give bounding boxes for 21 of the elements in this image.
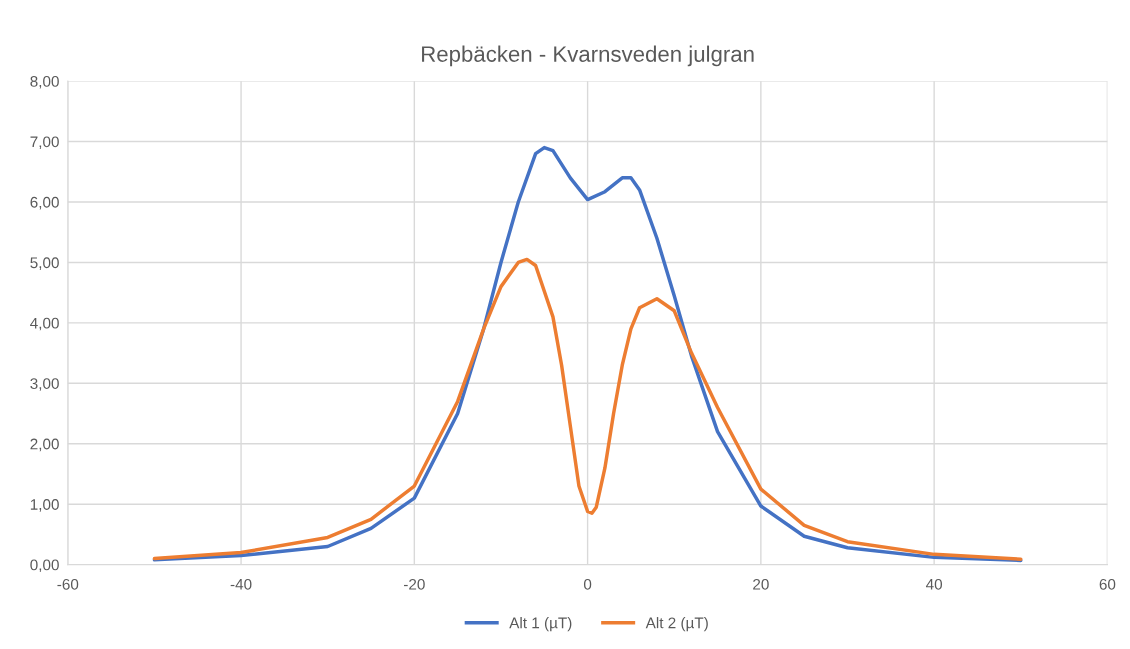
y-tick-label: 6,00 bbox=[30, 196, 59, 210]
x-tick-label: 60 bbox=[1099, 578, 1116, 590]
chart-title: Repbäcken - Kvarnsveden julgran bbox=[422, 45, 754, 67]
y-tick-label: 5,00 bbox=[30, 257, 59, 270]
y-tick-label: 4,00 bbox=[30, 317, 59, 331]
x-tick-label: -20 bbox=[403, 578, 425, 590]
line-series bbox=[152, 145, 1023, 563]
x-tick-label: 40 bbox=[925, 578, 943, 590]
legend-label: Alt 2 (µT) bbox=[645, 617, 708, 632]
x-tick-label: 0 bbox=[583, 578, 592, 590]
y-tick-label: 7,00 bbox=[30, 136, 59, 150]
x-tick-label: -60 bbox=[57, 578, 79, 590]
line-series bbox=[152, 257, 1023, 561]
y-tick-label: 0,00 bbox=[30, 559, 59, 573]
x-tick-label: -40 bbox=[230, 578, 252, 590]
y-tick-label: 3,00 bbox=[30, 378, 59, 391]
legend-label: Alt 1 (µT) bbox=[509, 617, 572, 632]
y-tick-label: 1,00 bbox=[30, 499, 59, 512]
y-tick-label: 8,00 bbox=[30, 75, 59, 89]
x-tick-label: 20 bbox=[753, 578, 769, 590]
y-tick-label: 2,00 bbox=[30, 438, 59, 452]
